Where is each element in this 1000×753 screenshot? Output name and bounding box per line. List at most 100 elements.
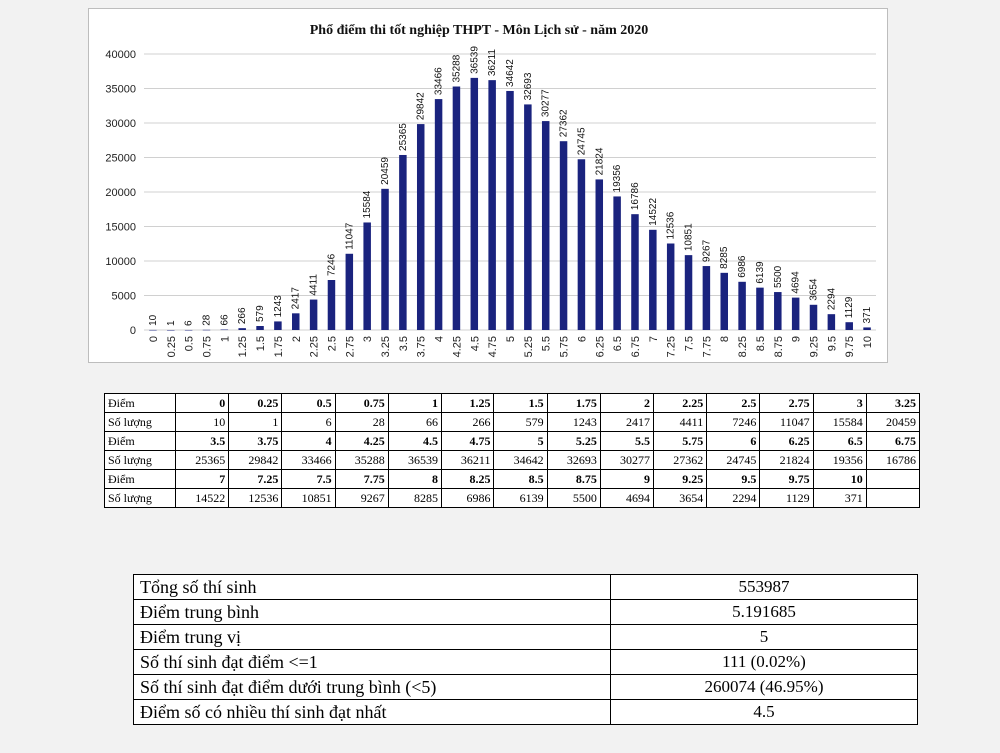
stat-label: Số thí sinh đạt điểm <=1 [133, 649, 611, 675]
score-cell: 5.5 [599, 431, 655, 451]
bar [452, 86, 461, 330]
score-cell: 9.25 [653, 469, 708, 489]
data-label: 12536 [666, 211, 677, 239]
x-tick-label: 1.75 [273, 336, 285, 357]
score-cell: 7.25 [228, 469, 283, 489]
score-cell: 6 [706, 431, 761, 451]
bar [381, 188, 389, 330]
stat-row: Điểm trung vị 5 [133, 624, 918, 650]
score-cell: 3.75 [228, 431, 283, 451]
count-cell: 66 [387, 412, 442, 432]
count-cell: 33466 [281, 450, 336, 470]
score-cell: 5.25 [546, 431, 601, 451]
bar [791, 297, 800, 330]
count-cell: 7246 [706, 412, 761, 432]
bar [702, 266, 711, 330]
stat-row: Số thí sinh đạt điểm <=1 111 (0.02%) [133, 649, 918, 675]
bar [220, 329, 229, 331]
data-label: 36539 [469, 46, 480, 74]
data-label: 24745 [576, 127, 587, 155]
score-cell: 6.25 [759, 431, 814, 451]
count-cell: 10851 [281, 488, 336, 508]
count-cell: 19356 [812, 450, 867, 470]
data-label: 579 [255, 305, 266, 322]
bar [345, 253, 354, 330]
bar [809, 304, 818, 330]
data-label: 1 [166, 320, 177, 326]
data-label: 1129 [844, 296, 855, 318]
bar [399, 154, 407, 330]
count-cell [865, 488, 921, 508]
count-cell: 11047 [759, 412, 814, 432]
x-tick-label: 5 [505, 336, 517, 342]
x-tick-label: 7.5 [684, 336, 696, 351]
data-label: 16786 [630, 182, 641, 210]
count-cell: 6986 [440, 488, 495, 508]
data-label: 7246 [326, 253, 337, 276]
bar [488, 80, 496, 330]
count-cell: 24745 [706, 450, 761, 470]
data-label: 6986 [737, 255, 748, 278]
data-label: 21824 [594, 147, 605, 175]
count-cell: 371 [812, 488, 867, 508]
x-tick-label: 0 [148, 336, 160, 342]
bar [363, 222, 371, 330]
chart-frame: Phổ điểm thi tốt nghiệp THPT - Môn Lịch … [88, 8, 888, 363]
count-row: Số lượng 10 1 6 28 66 266 579 1243 2417 4411 7246 11… [104, 412, 921, 432]
x-tick-label: 2 [291, 336, 303, 342]
score-row: Điểm 3.5 3.75 4 4.25 4.5 4.75 5 5.25 5.5 5.75 6 6.25… [104, 431, 921, 451]
x-tick-label: 3.75 [416, 336, 428, 357]
data-label: 28 [201, 314, 212, 326]
bar [756, 287, 764, 330]
x-tick-label: 3.5 [398, 336, 410, 351]
stat-label: Tổng số thí sinh [133, 574, 611, 600]
count-cell: 27362 [653, 450, 708, 470]
bar [863, 327, 871, 330]
count-cell: 15584 [812, 412, 867, 432]
count-cell: 35288 [334, 450, 389, 470]
x-tick-label: 0.75 [201, 336, 213, 357]
y-tick-label: 0 [130, 325, 136, 337]
x-tick-label: 10 [862, 336, 874, 348]
score-row: Điểm 0 0.25 0.5 0.75 1 1.25 1.5 1.75 2 2.25 2.5 2.75… [104, 393, 921, 413]
score-cell: 8 [387, 469, 442, 489]
bar [631, 214, 639, 330]
stat-row: Điểm số có nhiều thí sinh đạt nhất 4.5 [133, 699, 918, 725]
score-cell: 0.25 [228, 393, 283, 413]
data-label: 20459 [380, 157, 391, 185]
stat-row: Điểm trung bình 5.191685 [133, 599, 918, 625]
x-tick-label: 4.25 [451, 336, 463, 357]
bar [577, 159, 586, 330]
score-cell: 5 [493, 431, 548, 451]
count-cell: 30277 [599, 450, 655, 470]
data-label: 30277 [541, 89, 552, 117]
data-label: 4411 [309, 274, 320, 296]
score-cell: 10 [812, 469, 867, 489]
x-tick-label: 8.5 [755, 336, 767, 351]
data-label: 34642 [505, 59, 516, 87]
data-label: 66 [219, 314, 230, 326]
y-tick-label: 15000 [105, 222, 136, 234]
count-cell: 29842 [228, 450, 283, 470]
score-cell: 3.5 [174, 431, 230, 451]
stat-value: 5 [610, 624, 918, 650]
stat-value: 260074 (46.95%) [610, 674, 918, 700]
count-cell: 3654 [653, 488, 708, 508]
score-cell: 7.75 [334, 469, 389, 489]
count-cell: 6139 [493, 488, 548, 508]
stat-value: 111 (0.02%) [610, 649, 918, 675]
count-cell: 25365 [174, 450, 230, 470]
score-cell: 6.75 [865, 431, 921, 451]
x-tick-label: 5.75 [559, 336, 571, 357]
data-label: 10 [148, 314, 159, 326]
score-cell: 2.25 [653, 393, 708, 413]
x-tick-label: 2.25 [309, 336, 321, 357]
score-cell: 3.25 [865, 393, 921, 413]
x-tick-label: 1 [219, 336, 231, 342]
stat-value: 4.5 [610, 699, 918, 725]
stat-value: 553987 [610, 574, 918, 600]
score-distribution-table: Điểm 0 0.25 0.5 0.75 1 1.25 1.5 1.75 2 2.25 2.5 2.75… [104, 393, 921, 508]
bar [827, 314, 836, 330]
count-row: Số lượng 25365 29842 33466 35288 36539 36211 34… [104, 450, 921, 470]
x-tick-label: 6.25 [594, 336, 606, 357]
